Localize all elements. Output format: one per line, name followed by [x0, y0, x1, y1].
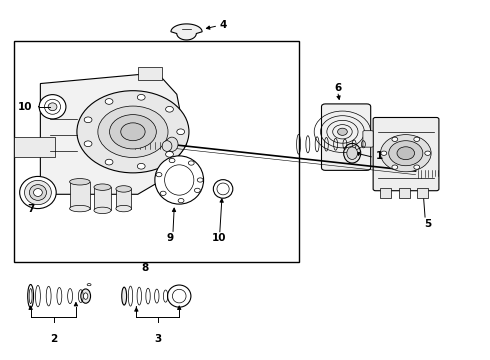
- Circle shape: [197, 178, 203, 182]
- Circle shape: [169, 158, 175, 163]
- Circle shape: [84, 141, 92, 147]
- Ellipse shape: [29, 289, 32, 303]
- Polygon shape: [171, 24, 202, 40]
- Ellipse shape: [45, 99, 61, 114]
- Ellipse shape: [70, 179, 90, 185]
- Text: 10: 10: [18, 102, 32, 112]
- Circle shape: [414, 137, 419, 141]
- Circle shape: [156, 172, 162, 177]
- Circle shape: [110, 114, 156, 149]
- Circle shape: [137, 94, 145, 100]
- Circle shape: [188, 161, 194, 165]
- Bar: [14, 41, 298, 262]
- Circle shape: [380, 135, 431, 172]
- Circle shape: [195, 188, 200, 193]
- Circle shape: [84, 117, 92, 123]
- Bar: [116, 189, 131, 208]
- Text: 1: 1: [375, 151, 383, 161]
- Circle shape: [425, 151, 431, 156]
- Ellipse shape: [172, 289, 186, 303]
- Ellipse shape: [94, 184, 111, 190]
- Ellipse shape: [347, 147, 358, 159]
- Ellipse shape: [39, 95, 66, 119]
- Circle shape: [392, 165, 398, 169]
- Circle shape: [177, 129, 185, 135]
- Ellipse shape: [83, 293, 88, 299]
- Bar: [138, 67, 162, 80]
- Circle shape: [98, 106, 168, 157]
- Circle shape: [77, 91, 189, 173]
- Text: 6: 6: [334, 83, 341, 93]
- Ellipse shape: [81, 289, 91, 303]
- Ellipse shape: [29, 185, 47, 201]
- Ellipse shape: [24, 180, 51, 204]
- Ellipse shape: [116, 205, 131, 212]
- Circle shape: [166, 152, 173, 157]
- Ellipse shape: [20, 176, 56, 208]
- Ellipse shape: [48, 103, 57, 111]
- Circle shape: [160, 191, 166, 195]
- Polygon shape: [40, 73, 187, 194]
- Bar: [70, 182, 90, 208]
- Ellipse shape: [343, 143, 361, 163]
- Text: 5: 5: [424, 219, 431, 229]
- Ellipse shape: [155, 156, 203, 204]
- Circle shape: [166, 107, 173, 112]
- Ellipse shape: [116, 186, 131, 192]
- Ellipse shape: [162, 141, 172, 152]
- Circle shape: [338, 128, 347, 135]
- Circle shape: [381, 151, 387, 156]
- Ellipse shape: [122, 287, 126, 305]
- Ellipse shape: [94, 207, 111, 213]
- Circle shape: [105, 99, 113, 104]
- Circle shape: [414, 165, 419, 169]
- Ellipse shape: [70, 205, 90, 212]
- Text: 7: 7: [27, 203, 34, 213]
- Text: 9: 9: [167, 233, 174, 243]
- Circle shape: [121, 123, 145, 141]
- FancyBboxPatch shape: [321, 104, 371, 170]
- Text: 2: 2: [50, 334, 57, 344]
- Ellipse shape: [217, 183, 229, 195]
- Ellipse shape: [166, 137, 178, 152]
- Text: 4: 4: [220, 19, 227, 30]
- Bar: [417, 188, 428, 198]
- Circle shape: [178, 198, 184, 203]
- Ellipse shape: [33, 189, 42, 197]
- FancyBboxPatch shape: [363, 131, 373, 147]
- Ellipse shape: [165, 165, 194, 195]
- Text: 10: 10: [212, 233, 226, 243]
- Circle shape: [397, 147, 415, 159]
- Text: 3: 3: [154, 334, 161, 344]
- Bar: [380, 188, 391, 198]
- Ellipse shape: [168, 285, 191, 307]
- Text: 8: 8: [142, 262, 149, 273]
- Circle shape: [105, 159, 113, 165]
- Circle shape: [389, 141, 423, 166]
- Bar: [14, 137, 55, 157]
- FancyBboxPatch shape: [373, 117, 439, 191]
- Ellipse shape: [28, 284, 33, 308]
- Circle shape: [137, 163, 145, 169]
- Ellipse shape: [213, 180, 233, 198]
- Bar: [399, 188, 410, 198]
- Bar: [94, 187, 111, 210]
- Circle shape: [392, 137, 398, 141]
